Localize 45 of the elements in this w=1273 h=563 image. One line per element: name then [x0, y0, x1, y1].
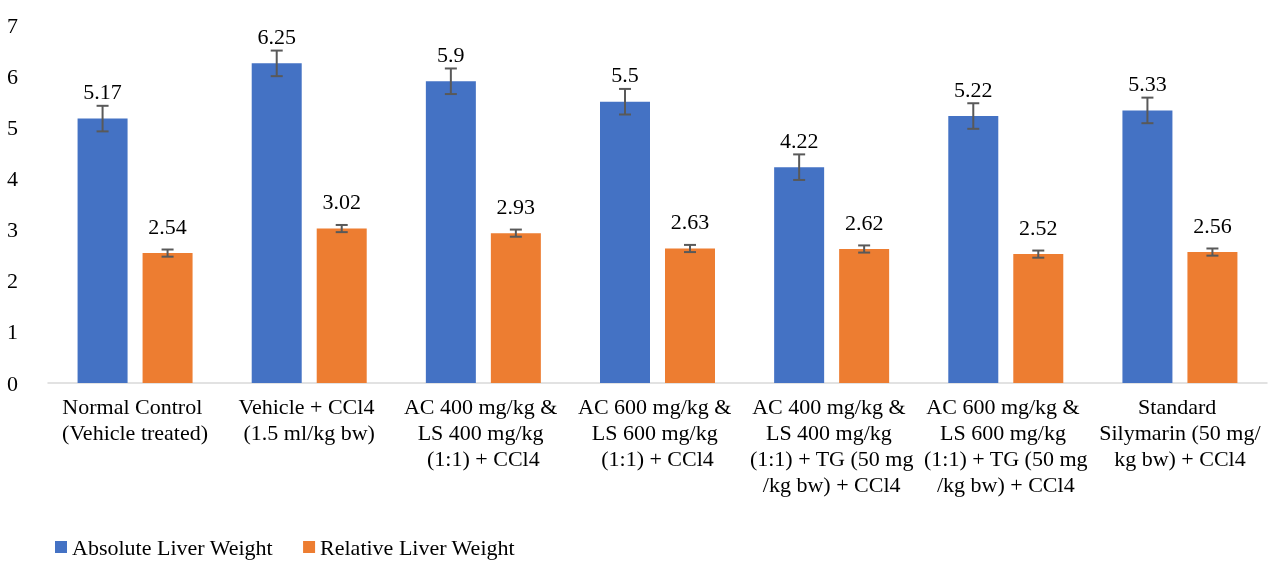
- data-label: 5.9: [437, 41, 465, 67]
- x-tick-label: Normal Control (Vehicle treated): [62, 393, 209, 445]
- bar: [600, 101, 650, 383]
- y-tick-label: 3: [7, 217, 18, 243]
- x-tick-label: AC 400 mg/kg & LS 400 mg/kg (1:1) + TG (50 mg/kg bw) + CCl4: [749, 393, 914, 497]
- data-label: 5.5: [611, 62, 639, 88]
- bar: [490, 233, 541, 383]
- y-tick-label: 2: [7, 268, 18, 294]
- data-label: 2.52: [1019, 214, 1058, 240]
- bar: [774, 167, 825, 383]
- data-label: 6.25: [257, 23, 296, 49]
- y-tick-label: 1: [7, 319, 18, 345]
- bar: [1187, 252, 1238, 383]
- data-label: 5.17: [83, 79, 122, 105]
- data-label: 5.33: [1128, 70, 1167, 96]
- data-label: 2.63: [670, 208, 710, 234]
- y-tick-label: 7: [7, 12, 18, 38]
- bar: [1013, 254, 1064, 383]
- x-tick-label: AC 600 mg/kg & LS 600 mg/kg (1:1) + TG (50 mg/kg bw) + CCl4: [924, 393, 1088, 497]
- x-tick-label: Standard Silymarin (50 mg/kg bw) + CCl4: [1099, 393, 1262, 471]
- data-label: 2.62: [844, 209, 884, 235]
- x-tick-label: Vehicle + CCl4 (1.5 ml/kg bw): [238, 393, 380, 445]
- y-tick-label: 6: [7, 63, 18, 89]
- bar: [316, 228, 367, 383]
- bar: [1122, 110, 1173, 383]
- data-label: 3.02: [322, 189, 361, 215]
- x-tick-label: AC 600 mg/kg & LS 600 mg/kg (1:1) + CCl4: [578, 393, 737, 471]
- bar: [251, 63, 302, 383]
- bar: [142, 253, 193, 383]
- legend-label: Relative Liver Weight: [320, 534, 515, 560]
- y-tick-label: 5: [7, 114, 18, 140]
- legend-label: Absolute Liver Weight: [72, 534, 273, 560]
- bar: [77, 118, 128, 383]
- data-label: 2.54: [148, 213, 187, 239]
- data-label: 4.22: [779, 127, 819, 153]
- data-label: 2.93: [496, 193, 536, 219]
- bar: [839, 249, 890, 383]
- y-tick-label: 0: [7, 370, 18, 396]
- y-tick-label: 4: [7, 165, 18, 191]
- bar: [665, 248, 715, 383]
- data-label: 2.56: [1193, 212, 1232, 238]
- bar: [948, 116, 999, 383]
- data-label: 5.22: [954, 76, 993, 102]
- bar: [425, 81, 476, 383]
- x-tick-label: AC 400 mg/kg & LS 400 mg/kg (1:1) + CCl4: [403, 393, 563, 471]
